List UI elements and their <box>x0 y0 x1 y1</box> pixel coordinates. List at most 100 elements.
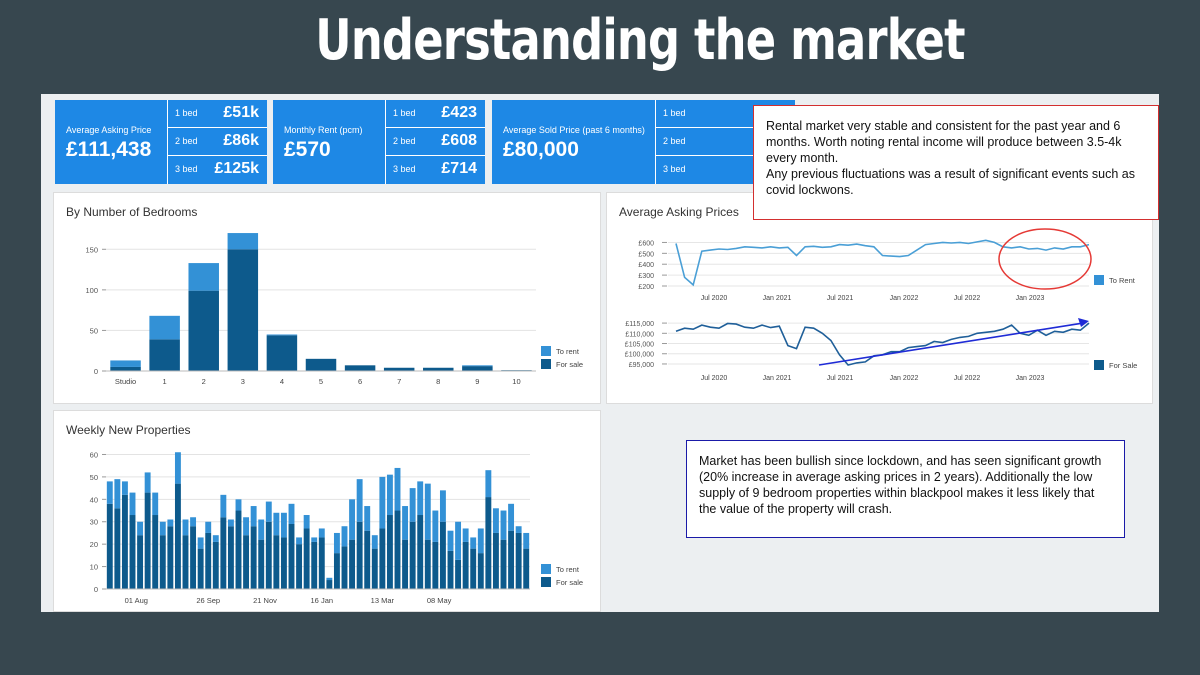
bar-for-sale <box>174 483 181 589</box>
bar-to-rent <box>311 537 318 542</box>
bedrooms-chart-panel: By Number of Bedrooms 0 50 100 150 Studio 1 2 3… <box>53 192 601 404</box>
legend-label-to-rent: To rent <box>556 347 580 356</box>
kpi-caption: Monthly Rent (pcm) <box>284 125 363 135</box>
bar-for-sale <box>280 537 287 589</box>
bar-to-rent <box>167 519 174 527</box>
rental-note: Rental market very stable and consistent… <box>753 105 1159 220</box>
bar-for-sale <box>523 548 530 589</box>
bar-for-sale <box>394 510 401 589</box>
bar-to-rent <box>182 519 189 536</box>
bar-for-sale <box>432 541 439 589</box>
y-tick-label: £400 <box>638 262 654 269</box>
bar-to-rent <box>152 492 159 516</box>
bar-for-sale <box>371 548 378 589</box>
kpi-row-value: £125k <box>214 160 260 177</box>
bar-for-sale <box>137 535 144 589</box>
bar-to-rent <box>149 315 180 340</box>
bar-for-sale <box>492 532 499 589</box>
bar-for-sale <box>455 559 462 589</box>
bar-for-sale <box>423 367 454 371</box>
bar-for-sale <box>227 249 259 371</box>
kpi-main: Average Asking Price £111,438 <box>55 100 167 184</box>
bar-for-sale <box>379 528 386 589</box>
bar-to-rent <box>258 519 265 540</box>
bar-to-rent <box>439 490 446 522</box>
kpi-caption: Average Sold Price (past 6 months) <box>503 125 645 135</box>
kpi-average-asking-price: Average Asking Price £111,438 1 bed £51k … <box>55 100 267 184</box>
y-tick-label: 100 <box>85 286 98 295</box>
bar-for-sale <box>462 541 469 589</box>
bar-for-sale <box>386 515 393 589</box>
bar-to-rent <box>508 503 515 531</box>
legend-swatch-to-rent <box>541 564 551 574</box>
bar-for-sale <box>462 366 493 371</box>
slide-title: Understanding the market <box>315 8 965 73</box>
bar-to-rent <box>296 537 303 545</box>
kpi-caption: Average Asking Price <box>66 125 152 135</box>
bar-for-sale <box>250 526 257 589</box>
bar-to-rent <box>235 499 242 511</box>
bar-for-sale <box>188 290 219 371</box>
bar-for-sale <box>114 508 121 589</box>
kpi-row-label: 2 bed <box>175 136 198 146</box>
bar-to-rent <box>326 577 333 581</box>
bar-to-rent <box>432 510 439 542</box>
bar-for-sale <box>212 541 219 589</box>
bar-to-rent <box>356 479 363 522</box>
kpi-row-label: 2 bed <box>663 136 686 146</box>
y-tick-label: £300 <box>638 273 654 280</box>
x-tick-label: Studio <box>115 377 136 386</box>
bar-for-sale <box>167 526 174 589</box>
legend-label: For Sale <box>1109 361 1137 370</box>
bar-for-sale <box>235 510 242 589</box>
bar-for-sale <box>152 515 159 589</box>
y-tick-label: £600 <box>638 240 654 247</box>
bar-to-rent <box>402 506 409 540</box>
bar-for-sale <box>144 492 151 589</box>
bar-for-sale <box>265 521 272 589</box>
kpi-monthly-rent: Monthly Rent (pcm) £570 1 bed £423 2 bed £… <box>273 100 485 184</box>
kpi-row: 1 bed £423 <box>386 100 485 128</box>
y-tick-label: 0 <box>94 585 98 594</box>
bar-for-sale <box>129 515 136 589</box>
kpi-row-label: 1 bed <box>393 108 416 118</box>
kpi-row-label: 2 bed <box>393 136 416 146</box>
bar-for-sale <box>344 365 376 371</box>
bar-to-rent <box>144 472 151 493</box>
x-tick-label: Jan 2023 <box>1016 375 1045 382</box>
bar-to-rent <box>447 530 454 551</box>
x-tick-label: Jul 2020 <box>701 295 728 302</box>
bar-to-rent <box>485 470 492 498</box>
bar-to-rent <box>280 512 287 538</box>
x-tick-label: 7 <box>397 377 401 386</box>
bar-for-sale <box>409 521 416 589</box>
weekly-chart-panel: Weekly New Properties 0 10 20 30 40 50 60 01 Au… <box>53 410 601 612</box>
bar-for-sale <box>383 367 415 371</box>
x-tick-label: Jan 2022 <box>890 295 919 302</box>
x-tick-label: Jul 2020 <box>701 375 728 382</box>
kpi-row-value: £86k <box>223 132 259 149</box>
bar-for-sale <box>470 548 477 589</box>
kpi-average-sold-price: Average Sold Price (past 6 months) £80,0… <box>492 100 795 184</box>
bar-to-rent <box>220 494 227 518</box>
bar-to-rent <box>303 515 310 529</box>
bar-for-sale <box>311 541 318 589</box>
bar-to-rent <box>227 519 234 527</box>
y-tick-label: £110,000 <box>625 331 654 338</box>
bar-to-rent <box>188 263 219 291</box>
x-tick-label: 16 Jan <box>311 596 334 605</box>
legend-swatch <box>1094 360 1104 370</box>
trend-arrow-line <box>818 322 1084 366</box>
legend-swatch <box>1094 275 1104 285</box>
bar-to-rent <box>379 476 386 529</box>
bar-for-sale <box>341 546 348 589</box>
bedrooms-chart-title: By Number of Bedrooms <box>66 205 198 219</box>
bar-to-rent <box>523 532 530 549</box>
bar-to-rent <box>205 521 212 533</box>
y-tick-label: 40 <box>90 495 98 504</box>
bar-for-sale <box>296 544 303 589</box>
bar-for-sale <box>305 358 337 371</box>
bar-for-sale <box>190 526 197 589</box>
bar-for-sale <box>364 530 371 589</box>
asking-prices-chart-panel: Average Asking Prices £200 £300 £400 £500 £6… <box>606 192 1153 404</box>
